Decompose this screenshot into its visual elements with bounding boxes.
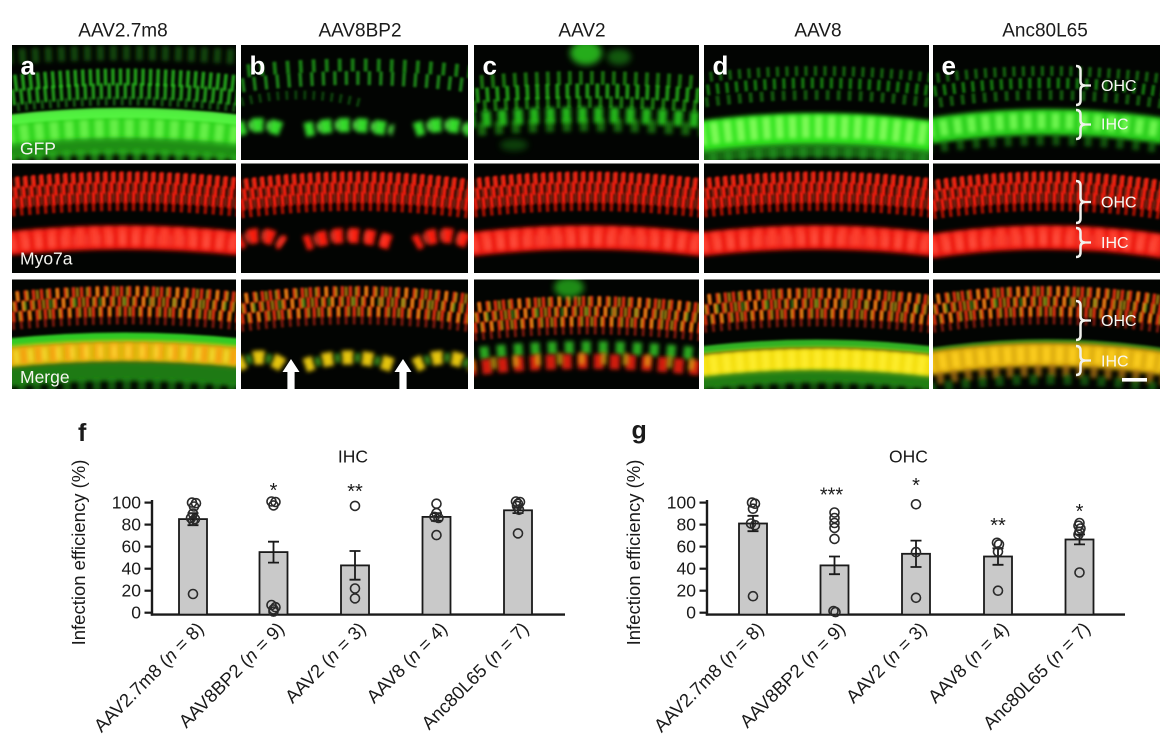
svg-text:80: 80: [122, 515, 142, 535]
svg-text:OHC: OHC: [1101, 78, 1137, 95]
svg-text:40: 40: [122, 559, 142, 579]
svg-text:*: *: [1076, 501, 1084, 523]
svg-text:60: 60: [122, 537, 142, 557]
svg-text:GFP: GFP: [20, 139, 56, 159]
svg-text:0: 0: [131, 603, 141, 623]
svg-text:Infection efficiency (%): Infection efficiency (%): [68, 460, 89, 646]
svg-text:AAV2.7m8: AAV2.7m8: [78, 21, 167, 42]
svg-text:OHC: OHC: [1101, 195, 1137, 212]
svg-text:IHC: IHC: [1101, 117, 1129, 134]
svg-text:IHC: IHC: [1101, 235, 1129, 252]
svg-text:60: 60: [677, 537, 697, 557]
svg-text:***: ***: [820, 485, 844, 507]
svg-text:**: **: [990, 515, 1006, 537]
svg-text:0: 0: [686, 603, 696, 623]
svg-text:100: 100: [667, 493, 696, 513]
svg-text:c: c: [483, 51, 497, 81]
svg-text:AAV8BP2: AAV8BP2: [318, 21, 401, 42]
svg-text:**: **: [347, 481, 363, 503]
svg-text:Merge: Merge: [20, 367, 70, 387]
svg-text:Anc80L65: Anc80L65: [1002, 21, 1088, 42]
svg-text:AAV8: AAV8: [794, 21, 841, 42]
svg-text:IHC: IHC: [1101, 354, 1129, 371]
svg-text:*: *: [270, 480, 278, 502]
svg-text:*: *: [912, 475, 920, 497]
svg-text:Infection efficiency (%): Infection efficiency (%): [623, 460, 644, 646]
svg-text:100: 100: [112, 493, 141, 513]
svg-text:IHC: IHC: [338, 447, 368, 467]
svg-text:f: f: [78, 419, 87, 447]
svg-text:OHC: OHC: [889, 447, 928, 467]
svg-text:e: e: [942, 51, 956, 81]
svg-text:20: 20: [122, 581, 142, 601]
svg-text:AAV2: AAV2: [558, 21, 605, 42]
svg-text:80: 80: [677, 515, 697, 535]
svg-text:OHC: OHC: [1101, 313, 1137, 330]
svg-text:a: a: [21, 51, 36, 81]
svg-text:g: g: [632, 417, 647, 445]
svg-text:d: d: [713, 51, 729, 81]
svg-text:20: 20: [677, 581, 697, 601]
svg-text:b: b: [250, 51, 266, 81]
svg-text:Myo7a: Myo7a: [20, 249, 73, 269]
svg-text:40: 40: [677, 559, 697, 579]
